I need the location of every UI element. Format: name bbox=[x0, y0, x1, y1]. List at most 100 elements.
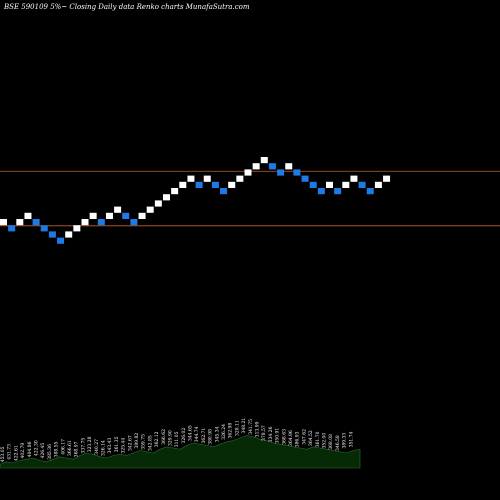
volume-label: 311.05 bbox=[174, 431, 180, 447]
renko-brick bbox=[154, 200, 162, 207]
volume-label: 366.61 bbox=[67, 440, 73, 456]
volume-label: 431.73 bbox=[7, 444, 13, 460]
volume-label: 313.99 bbox=[255, 421, 261, 437]
volume-label: 359.75 bbox=[141, 434, 147, 450]
renko-brick bbox=[260, 157, 268, 164]
volume-label: 404.86 bbox=[27, 441, 33, 457]
volume-area-path bbox=[0, 435, 361, 469]
renko-brick bbox=[342, 181, 350, 188]
renko-brick bbox=[73, 225, 81, 232]
renko-brick bbox=[195, 181, 203, 188]
volume-label: 344.74 bbox=[194, 426, 200, 442]
renko-brick bbox=[277, 169, 285, 176]
renko-brick bbox=[48, 231, 56, 238]
renko-brick bbox=[366, 188, 374, 195]
renko-brick bbox=[317, 188, 325, 195]
renko-brick bbox=[8, 225, 16, 232]
renko-brick bbox=[32, 219, 40, 226]
renko-brick bbox=[163, 194, 170, 201]
volume-label: 344.65 bbox=[188, 425, 194, 441]
renko-brick bbox=[171, 188, 179, 195]
volume-label: 362.71 bbox=[201, 428, 207, 444]
renko-brick bbox=[211, 181, 219, 188]
renko-brick bbox=[122, 212, 130, 219]
volume-label: 350.91 bbox=[275, 428, 281, 444]
volume-label: 347.62 bbox=[301, 429, 307, 445]
volume-label: 361.35 bbox=[114, 436, 120, 452]
renko-brick bbox=[138, 212, 146, 219]
renko-brick bbox=[16, 219, 24, 226]
volume-label: 386.93 bbox=[295, 431, 301, 447]
volume-labels: 453.05 431.73 422.61 402.79 404.86 422.30 426.… bbox=[0, 418, 354, 463]
volume-label: 364.52 bbox=[308, 430, 314, 446]
volume-label: 326.24 bbox=[221, 424, 227, 440]
renko-brick bbox=[114, 206, 122, 213]
volume-label: 351.74 bbox=[348, 431, 354, 447]
volume-label: 326.14 bbox=[101, 440, 107, 456]
volume-label: 361.70 bbox=[315, 431, 321, 447]
volume-label: 406.17 bbox=[60, 439, 66, 455]
renko-brick bbox=[81, 219, 89, 226]
renko-brick bbox=[334, 188, 342, 195]
volume-label: 348.21 bbox=[241, 418, 247, 434]
volume-label: 341.75 bbox=[248, 419, 254, 435]
renko-brick bbox=[293, 169, 301, 176]
volume-label: 385.36 bbox=[47, 444, 53, 460]
renko-brick bbox=[40, 225, 48, 232]
chart-title: BSE 590109 5%~ Closing Daily data Renko … bbox=[3, 3, 250, 11]
renko-brick bbox=[146, 206, 154, 213]
renko-brick bbox=[244, 169, 252, 176]
renko-brick bbox=[97, 219, 105, 226]
volume-label: 388.55 bbox=[54, 441, 60, 457]
volume-label: 378.57 bbox=[261, 425, 267, 441]
volume-label: 342.67 bbox=[127, 435, 133, 451]
volume-label: 453.05 bbox=[0, 446, 6, 462]
volume-label: 364.96 bbox=[288, 430, 294, 446]
renko-brick bbox=[236, 175, 244, 182]
renko-brick bbox=[350, 175, 358, 182]
renko-brick bbox=[326, 181, 333, 188]
volume-label: 325.44 bbox=[121, 438, 127, 454]
volume-label: 342.85 bbox=[147, 435, 153, 451]
renko-brick bbox=[252, 163, 260, 170]
volume-label: 340.27 bbox=[94, 439, 100, 455]
volume-label: 328.11 bbox=[234, 420, 240, 436]
volume-label: 389.82 bbox=[134, 433, 140, 449]
volume-label: 426.45 bbox=[40, 443, 46, 459]
renko-brick bbox=[228, 181, 236, 188]
renko-brick bbox=[383, 175, 391, 182]
volume-label: 323.28 bbox=[87, 436, 93, 452]
volume-label: 389.33 bbox=[342, 433, 348, 449]
volume-label: 334.26 bbox=[268, 426, 274, 442]
renko-brick bbox=[65, 231, 73, 238]
volume-label: 343.43 bbox=[107, 438, 113, 454]
volume-label: 337.75 bbox=[80, 438, 86, 454]
renko-brick bbox=[220, 188, 228, 195]
renko-brick bbox=[187, 175, 195, 182]
volume-label: 345.34 bbox=[214, 426, 220, 442]
volume-label: 422.30 bbox=[34, 440, 40, 456]
renko-brick bbox=[179, 181, 187, 188]
renko-brick bbox=[0, 219, 7, 226]
volume-label: 380.98 bbox=[208, 429, 214, 445]
volume-label: 362.12 bbox=[154, 431, 160, 447]
renko-brick bbox=[57, 237, 65, 244]
renko-brick bbox=[24, 212, 32, 219]
volume-label: 362.98 bbox=[228, 423, 234, 439]
renko-brick bbox=[89, 212, 97, 219]
renko-brick bbox=[268, 163, 276, 170]
renko-brick bbox=[105, 212, 113, 219]
renko-brick bbox=[285, 163, 293, 170]
renko-brick bbox=[203, 175, 211, 182]
renko-brick bbox=[301, 175, 309, 182]
renko-brick bbox=[358, 181, 366, 188]
volume-label: 402.79 bbox=[20, 443, 26, 459]
renko-brick bbox=[130, 219, 138, 226]
volume-label: 368.08 bbox=[328, 434, 334, 450]
volume-label: 368.97 bbox=[74, 441, 80, 457]
volume-area bbox=[0, 435, 361, 469]
volume-label: 368.63 bbox=[281, 429, 287, 445]
volume-label: 346.58 bbox=[335, 435, 341, 451]
